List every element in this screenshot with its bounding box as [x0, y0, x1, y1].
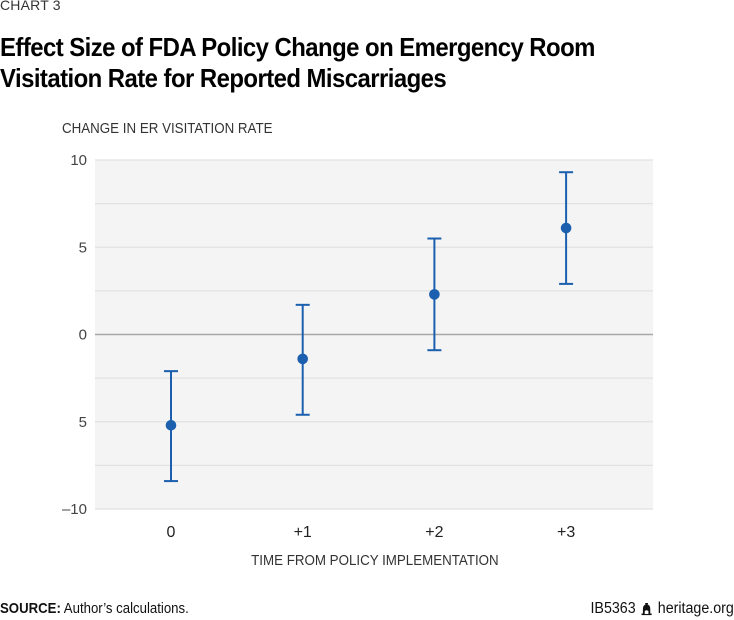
error-bar-group [295, 303, 310, 416]
error-bar-group [427, 237, 442, 352]
y-axis-ticks: 10 5 0 5 –10 [62, 152, 87, 518]
y-tick-label: 5 [79, 239, 87, 256]
y-axis-label: CHANGE IN ER VISITATION RATE [62, 121, 273, 137]
gridlines [95, 159, 653, 510]
data-point [165, 419, 177, 431]
chart-title-line-2: Visitation Rate for Reported Miscarriage… [0, 63, 447, 93]
x-tick-label: +3 [557, 524, 575, 541]
bell-icon [641, 602, 652, 615]
x-tick-label: +2 [425, 524, 443, 541]
data-point [297, 353, 309, 365]
data-series [164, 171, 574, 483]
data-point [560, 222, 572, 234]
credit: IB5363 heritage.org [591, 600, 734, 618]
error-bar-group [164, 370, 178, 483]
x-tick-label: +1 [294, 524, 312, 541]
chart-kicker: CHART 3 [0, 0, 61, 13]
x-axis-ticks: 0 +1 +2 +3 [167, 524, 576, 541]
x-axis-label: TIME FROM POLICY IMPLEMENTATION [251, 553, 499, 569]
y-tick-label: 10 [70, 152, 87, 169]
source-note: SOURCE: Author’s calculations. [0, 600, 189, 617]
x-tick-label: 0 [167, 524, 176, 541]
source-label: SOURCE: [0, 600, 61, 617]
site-link[interactable]: heritage.org [657, 600, 734, 617]
y-tick-label: –10 [62, 501, 87, 518]
error-bar-group [559, 171, 574, 285]
chart-title-line-1: Effect Size of FDA Policy Change on Emer… [0, 32, 595, 62]
chart-title: Effect Size of FDA Policy Change on Emer… [0, 32, 675, 94]
source-text: Author’s calculations. [60, 600, 189, 617]
data-point [429, 289, 440, 300]
y-tick-label: 0 [79, 327, 87, 344]
y-tick-label: 5 [79, 414, 87, 431]
report-id: IB5363 [590, 600, 636, 617]
